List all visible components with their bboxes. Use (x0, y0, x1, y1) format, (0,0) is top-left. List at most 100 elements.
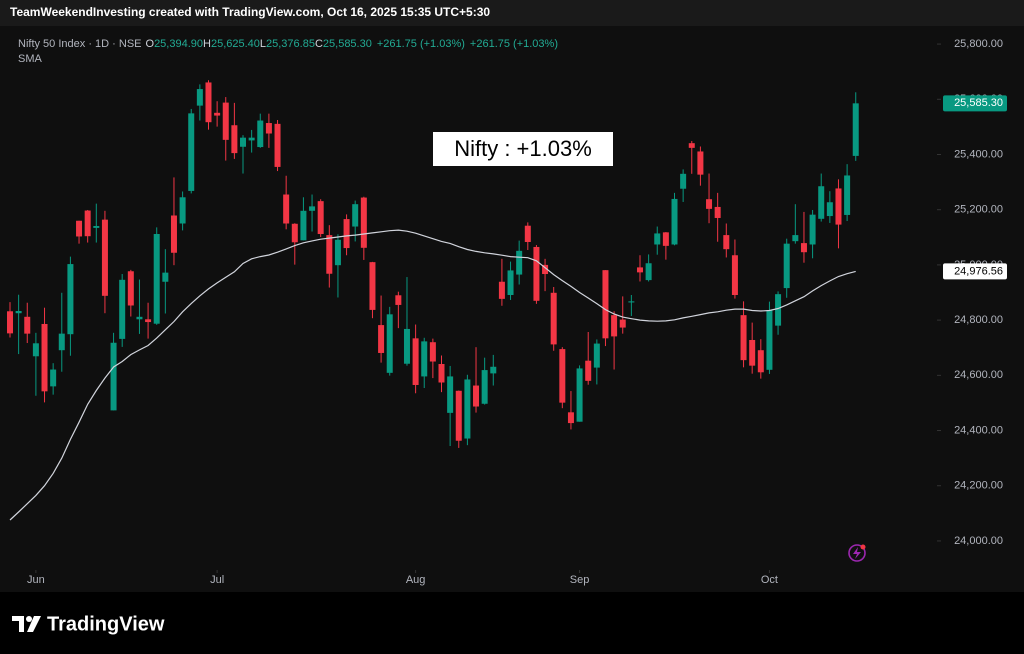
candle-body (464, 379, 471, 439)
y-tick-label: 24,600.00 (954, 369, 1003, 381)
y-tick-label: 24,800.00 (954, 314, 1003, 326)
ohlc-key: L (259, 38, 267, 50)
candle-body (559, 349, 566, 403)
candle-body (783, 243, 790, 289)
candle-body (524, 225, 531, 242)
candle-body (58, 333, 65, 351)
alert-icon[interactable] (848, 544, 866, 562)
candle-body (654, 233, 661, 245)
candle-body (628, 301, 635, 303)
ohlc-key: H (203, 38, 211, 50)
candle-body (214, 112, 221, 116)
candle-body (567, 412, 574, 424)
candle-body (395, 295, 402, 305)
annotation-box (433, 132, 613, 166)
candle-body (412, 338, 419, 385)
candle-body (835, 188, 842, 225)
footer-bar (0, 592, 1024, 654)
candle-body (317, 201, 324, 234)
y-tick-label: 24,200.00 (954, 480, 1003, 492)
candle-body (775, 294, 782, 326)
candle-body (662, 232, 669, 246)
x-tick-label: Jul (210, 574, 224, 586)
candle-body (844, 175, 851, 215)
candle-body (110, 342, 117, 411)
candle-body (179, 197, 186, 224)
candle-body (852, 103, 859, 156)
candle-body (611, 315, 618, 337)
candle-body (265, 123, 272, 134)
candle-body (360, 197, 367, 248)
ohlc-value: 25,585.30 (322, 38, 372, 50)
candle-body (585, 360, 592, 381)
candle-body (714, 206, 721, 218)
candle-body (188, 113, 195, 191)
legend: Nifty 50 Index · 1D · NSE O25,394.90H25,6… (18, 37, 558, 67)
candle-body (593, 343, 600, 368)
candle-body (636, 267, 643, 273)
candle-body (162, 272, 169, 282)
candle-body (421, 341, 428, 377)
candle-body (516, 250, 523, 275)
candle-body (542, 264, 549, 275)
sma-price-label: 24,976.56 (954, 265, 1003, 277)
candle-body (231, 125, 238, 154)
candle-body (50, 369, 57, 387)
y-tick-label: 24,400.00 (954, 424, 1003, 436)
candle-body (222, 102, 229, 140)
candle-body (490, 366, 497, 374)
candle-body (429, 342, 436, 362)
candle-body (240, 137, 247, 147)
candle-body (196, 89, 203, 106)
x-tick-label: Oct (761, 574, 778, 586)
candle-body (248, 137, 255, 141)
candle-body (153, 233, 160, 324)
candle-body (300, 210, 307, 241)
candle-body (127, 271, 134, 306)
candle-body (205, 82, 212, 123)
last-price-label: 25,585.30 (954, 97, 1003, 109)
candle-body (386, 314, 393, 373)
candle-body (41, 323, 48, 392)
candle-body (326, 235, 333, 274)
x-tick-label: Jun (27, 574, 45, 586)
symbol: Nifty 50 Index · 1D · NSE (18, 38, 142, 50)
candle-body (809, 214, 816, 245)
candle-body (170, 215, 177, 253)
sma-line (9, 229, 856, 521)
candle-body (334, 239, 341, 266)
candle-body (740, 315, 747, 361)
candle-body (792, 235, 799, 242)
candle-body (15, 311, 22, 314)
candle-body (680, 173, 687, 189)
alert-dot (860, 544, 866, 550)
candle-body (706, 199, 713, 209)
alert-bolt (853, 547, 861, 559)
candle-body (343, 219, 350, 249)
candle-body (498, 281, 505, 299)
candle-body (291, 223, 298, 243)
change: +261.75 (+1.03%) (376, 38, 465, 50)
change: +261.75 (+1.03%) (469, 38, 558, 50)
candle-body (533, 246, 540, 301)
candle-body (32, 343, 39, 357)
sma-price-box (943, 263, 1007, 280)
ohlc-key: C (314, 38, 323, 50)
candle-body (119, 279, 126, 339)
candle-body (731, 255, 738, 295)
candle-body (688, 143, 695, 148)
candle-body (723, 235, 730, 250)
candle-body (136, 316, 143, 320)
candle-body (645, 263, 652, 281)
candle-body (352, 204, 359, 227)
candle-body (757, 350, 764, 373)
plot-area (7, 80, 859, 521)
candle-body (619, 319, 626, 328)
candle-body (145, 319, 152, 323)
ohlc-value: 25,625.40 (210, 38, 260, 50)
candle-body (369, 262, 376, 310)
candle-body (283, 194, 290, 224)
candle-body (438, 364, 445, 383)
